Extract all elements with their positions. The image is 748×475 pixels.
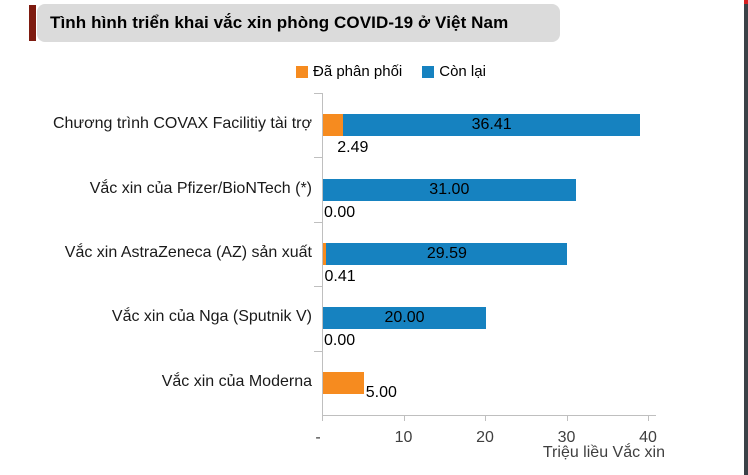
bar-row: 20.00 (323, 307, 486, 330)
bar-segment-remaining: 36.41 (343, 114, 641, 137)
value-label-distributed: 0.00 (324, 332, 356, 350)
bar-segment-remaining: 31.00 (323, 178, 576, 201)
y-axis-tick (314, 157, 322, 159)
y-axis-line (322, 93, 323, 421)
x-axis-line (322, 415, 656, 416)
x-axis-tick (322, 415, 323, 421)
chart-title: Tình hình triển khai vắc xin phòng COVID… (37, 4, 560, 42)
y-axis-tick (314, 286, 322, 288)
bar-segment-distributed (323, 243, 327, 265)
category-label: Vắc xin của Nga (Sputnik V) (111, 308, 312, 326)
chart-title-text: Tình hình triển khai vắc xin phòng COVID… (50, 13, 509, 32)
y-axis-tick (314, 350, 322, 352)
legend-label-distributed: Đã phân phối (313, 63, 403, 80)
x-tick-label: 10 (394, 429, 413, 446)
y-axis-tick (314, 221, 322, 223)
y-axis-tick (314, 93, 322, 94)
bar-segment-remaining: 29.59 (326, 243, 568, 265)
bar-row: 31.00 (323, 178, 576, 201)
x-axis-title: Triệu liều Vắc xin (542, 444, 665, 461)
bar-segment-remaining: 20.00 (323, 307, 486, 330)
legend-swatch-remaining-icon (422, 65, 435, 78)
bar-row: 29.59 (323, 243, 568, 265)
bar-segment-distributed (323, 371, 364, 394)
legend-swatch-distributed-icon (296, 65, 308, 78)
category-label: Chương trình COVAX Facilitiy tài trợ (52, 115, 312, 133)
x-axis-tick (485, 415, 486, 421)
x-tick-label: 30 (557, 429, 576, 446)
value-label-distributed: 0.00 (324, 203, 356, 221)
bar-row: 36.41 (323, 114, 641, 137)
legend-item-distributed: Đã phân phối (296, 63, 402, 80)
x-tick-label: 40 (639, 429, 657, 446)
x-tick-label: 20 (476, 429, 494, 446)
value-label-distributed: 0.41 (324, 268, 356, 285)
x-tick-label: - (315, 429, 321, 446)
legend-item-remaining: Còn lại (422, 63, 486, 80)
value-label-distributed: 2.49 (337, 139, 369, 157)
right-edge-strip (744, 0, 748, 475)
category-label: Vắc xin của Moderna (161, 372, 312, 390)
bar-row (323, 371, 364, 394)
x-axis-tick (403, 415, 405, 421)
value-label-distributed: 5.00 (365, 383, 397, 401)
category-label: Vắc xin AstraZeneca (AZ) sản xuất (64, 244, 312, 261)
category-label: Vắc xin của Pfizer/BioNTech (*) (89, 179, 312, 197)
right-edge-strip-tip (744, 0, 748, 4)
bar-segment-distributed (323, 114, 344, 137)
chart-legend: Đã phân phối Còn lại (296, 63, 486, 80)
title-accent-bar (29, 5, 36, 41)
x-axis-tick (648, 415, 649, 421)
legend-label-remaining: Còn lại (439, 63, 486, 80)
x-axis-tick (566, 415, 568, 421)
